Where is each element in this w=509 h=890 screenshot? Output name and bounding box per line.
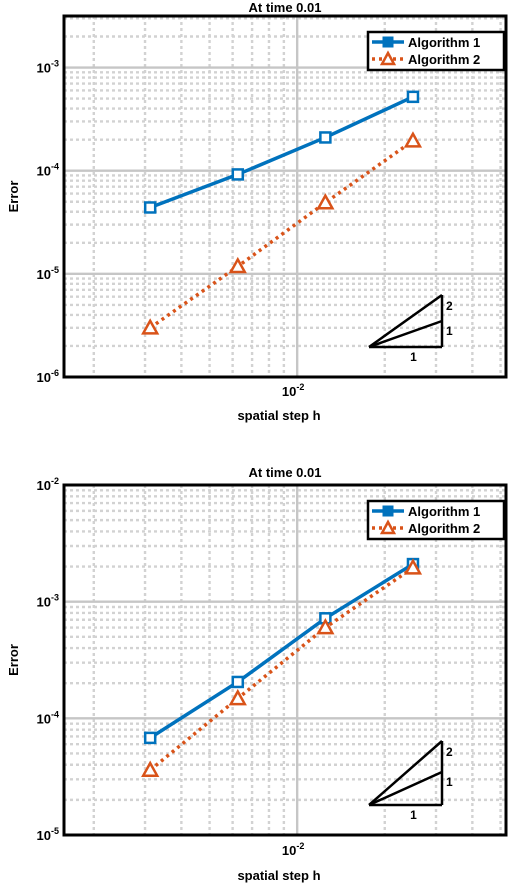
series-2-point (316, 193, 335, 210)
grid (64, 485, 506, 835)
legend: Algorithm 1 Algorithm 2 (366, 30, 506, 72)
series-1-point (231, 168, 245, 181)
legend-marker-square (382, 36, 394, 48)
x-tick-label: 10-2 (282, 841, 304, 858)
slope-2-line (368, 740, 443, 806)
slope-label-2: 2 (446, 745, 453, 759)
series-2-point (228, 688, 247, 706)
slope-1-line (368, 770, 443, 807)
x-tick-label: 10-2 (282, 382, 304, 399)
y-tick-label: 10-5 (37, 265, 59, 282)
y-tick-label: 10-3 (37, 59, 59, 76)
x-axis-label: spatial step h (237, 868, 320, 883)
y-tick-label: 10-4 (37, 162, 59, 179)
y-tick-label: 10-6 (37, 368, 59, 385)
y-tick-label: 10-5 (37, 826, 59, 843)
top-chart-panel: 2 1 1 10-6 10-5 10-4 10-3 10-2 At time 0.01 spati… (6, 0, 508, 423)
y-tick-label: 10-2 (37, 476, 59, 493)
series-1-point (231, 675, 245, 689)
slope-triangle: 2 1 1 (368, 740, 453, 822)
series-1-line (149, 95, 414, 210)
series-1 (143, 90, 420, 214)
chart-title: At time 0.01 (249, 465, 322, 480)
series-2-line (149, 566, 414, 772)
legend-marker-square (382, 505, 394, 517)
x-axis-label: spatial step h (237, 408, 320, 423)
series-2-point (228, 256, 247, 274)
y-axis-label: Error (6, 644, 21, 676)
series-1-point (319, 131, 332, 144)
series-2-point (403, 131, 423, 148)
grid (64, 16, 506, 377)
legend-entry-1: Algorithm 1 (408, 504, 480, 519)
y-tick-label: 10-4 (37, 709, 59, 726)
series-1-point (406, 90, 420, 104)
slope-2-line (368, 293, 443, 349)
legend-entry-1: Algorithm 1 (408, 35, 480, 50)
series-1-point (143, 201, 157, 214)
series-2-point (316, 617, 335, 635)
slope-triangle: 2 1 1 (368, 293, 453, 364)
legend-marker-triangle (379, 50, 397, 66)
legend: Algorithm 1 Algorithm 2 (366, 499, 506, 541)
slope-label-1: 1 (446, 324, 453, 338)
slope-label-2: 2 (446, 299, 453, 313)
series-1-line (149, 562, 414, 740)
legend-entry-2: Algorithm 2 (408, 52, 480, 67)
series-2 (141, 131, 423, 335)
axes-frame (62, 14, 508, 379)
series-2-point (141, 318, 160, 335)
legend-entry-2: Algorithm 2 (408, 521, 480, 536)
y-tick-label: 10-3 (37, 593, 59, 610)
y-axis-label: Error (6, 181, 21, 213)
legend-marker-triangle (379, 519, 397, 535)
series-2-point (403, 558, 423, 575)
chart-title: At time 0.01 (249, 0, 322, 15)
series-2 (141, 558, 423, 777)
slope-label-base: 1 (410, 350, 417, 364)
slope-label-base: 1 (410, 808, 417, 822)
series-1-point (143, 731, 157, 745)
slope-label-1: 1 (446, 775, 453, 789)
bottom-chart-panel: 2 1 1 10-5 10-4 10-3 10-2 10-2 At time 0.01 spati… (6, 465, 508, 883)
series-2-point (141, 760, 160, 777)
axes-frame (62, 483, 508, 837)
slope-1-line (368, 319, 443, 349)
series-2-line (149, 139, 414, 330)
